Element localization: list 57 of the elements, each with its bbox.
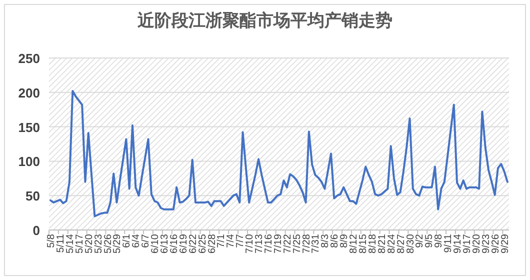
x-tick-label: 9/8 xyxy=(434,234,445,248)
x-tick-label: 5/26 xyxy=(102,234,114,254)
x-tick-label: 8/6 xyxy=(330,234,341,248)
x-tick-label: 5/14 xyxy=(64,234,76,254)
x-tick-label: 6/4 xyxy=(131,234,142,248)
x-tick-label: 9/17 xyxy=(462,234,473,254)
x-tick-label: 6/19 xyxy=(178,234,190,254)
x-tick-label: 8/12 xyxy=(348,234,360,254)
x-tick-label: 7/1 xyxy=(216,234,228,248)
x-tick-label: 5/11 xyxy=(56,234,67,253)
x-tick-label: 7/4 xyxy=(226,234,237,248)
x-tick-label: 6/1 xyxy=(122,234,133,248)
x-tick-label: 7/31 xyxy=(310,234,322,254)
y-tick-label: 150 xyxy=(18,120,40,135)
x-tick-label: 8/27 xyxy=(396,234,407,254)
x-tick-label: 9/5 xyxy=(424,234,436,248)
x-tick-label: 9/23 xyxy=(480,234,492,254)
x-tick-label: 5/8 xyxy=(46,234,58,248)
x-tick-label: 8/9 xyxy=(339,234,350,248)
x-tick-label: 7/19 xyxy=(272,234,284,254)
x-tick-label: 9/29 xyxy=(500,234,511,254)
x-tick-label: 8/3 xyxy=(320,234,332,248)
x-tick-label: 7/16 xyxy=(263,234,274,254)
x-tick-label: 6/10 xyxy=(150,234,162,254)
x-tick-label: 7/25 xyxy=(292,234,303,254)
x-tick-label: 9/2 xyxy=(414,234,426,248)
x-tick-label: 5/20 xyxy=(84,234,95,254)
x-tick-label: 7/10 xyxy=(244,234,256,254)
x-tick-label: 6/28 xyxy=(206,234,218,254)
y-tick-label: 100 xyxy=(18,154,40,170)
line-series xyxy=(50,90,508,218)
x-tick-label: 6/7 xyxy=(140,234,152,248)
y-tick-label: 200 xyxy=(18,85,40,100)
x-tick-label: 8/30 xyxy=(405,234,416,254)
x-tick-label: 6/13 xyxy=(160,234,170,254)
x-tick-label: 6/22 xyxy=(188,234,199,254)
x-tick-label: 7/22 xyxy=(282,234,294,254)
x-tick-label: 5/23 xyxy=(93,234,104,254)
x-tick-label: 9/20 xyxy=(471,234,482,254)
x-tick-label: 6/25 xyxy=(197,234,208,254)
x-tick-label: 9/26 xyxy=(490,234,502,254)
x-tick-label: 8/18 xyxy=(367,234,378,254)
x-tick-label: 7/7 xyxy=(235,234,246,248)
x-tick-label: 8/21 xyxy=(376,234,388,254)
x-tick-label: 9/11 xyxy=(443,234,454,253)
x-tick-label: 8/24 xyxy=(386,234,398,254)
y-tick-label: 50 xyxy=(26,188,40,204)
y-tick-label: 0 xyxy=(32,223,40,238)
x-tick-label: 5/17 xyxy=(74,234,86,254)
x-tick-label: 9/14 xyxy=(452,234,464,254)
chart-title: 近阶段江浙聚酯市场平均产销走势 xyxy=(136,11,392,30)
x-tick-label: 6/16 xyxy=(168,234,180,254)
y-tick-label: 250 xyxy=(18,51,40,66)
x-tick-label: 5/29 xyxy=(112,234,124,254)
x-tick-label: 7/28 xyxy=(301,234,312,254)
x-tick-label: 8/15 xyxy=(358,234,369,254)
x-tick-label: 7/13 xyxy=(254,234,266,254)
